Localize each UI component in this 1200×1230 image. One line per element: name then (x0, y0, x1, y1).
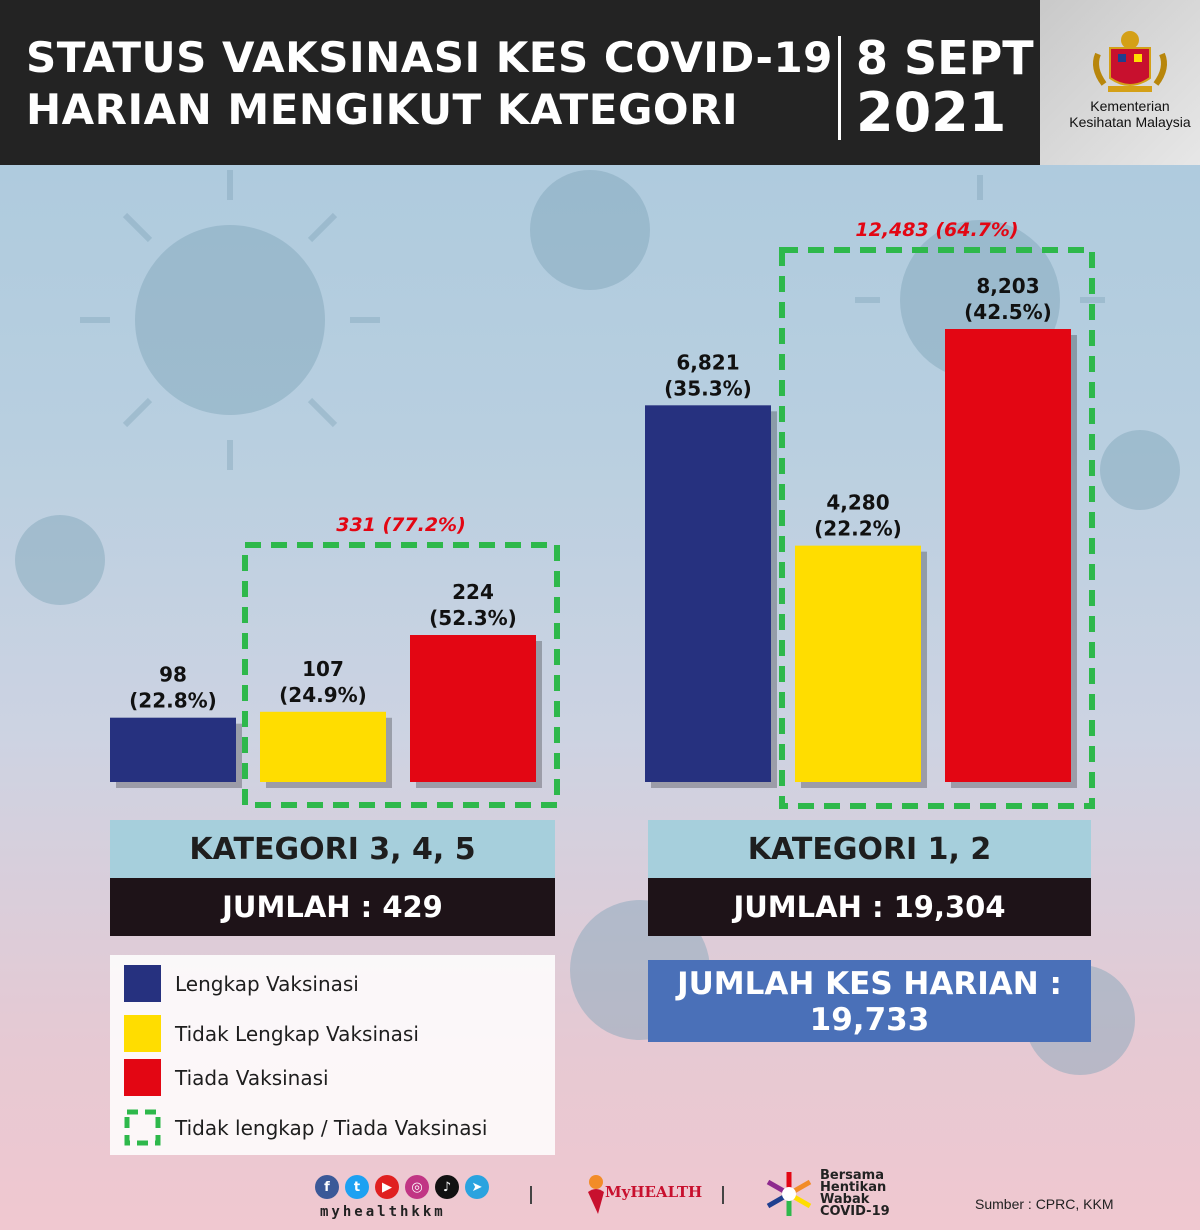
group-dashed-box (779, 247, 1095, 809)
bar-value-label: 98 (159, 663, 187, 687)
total-12: JUMLAH : 19,304 (648, 878, 1091, 936)
legend-swatch (124, 1059, 161, 1096)
instagram-icon[interactable]: ◎ (405, 1175, 429, 1199)
bar-2 (795, 545, 921, 782)
total-345: JUMLAH : 429 (110, 878, 555, 936)
bar-value-label: 107 (302, 657, 344, 681)
legend-item-dashed-group: Tidak lengkap / Tiada Vaksinasi (124, 1109, 488, 1146)
social-handle: myhealthkkm (320, 1204, 446, 1220)
bar-value-label: 224 (452, 580, 494, 604)
daily-total-box: JUMLAH KES HARIAN : 19,733 (648, 960, 1091, 1042)
bar-2 (260, 711, 386, 782)
bar-percent-label: (22.8%) (129, 689, 217, 713)
footer-separator (530, 1186, 532, 1204)
footer-separator (722, 1186, 724, 1204)
title-line-1: STATUS VAKSINASI KES COVID-19 (26, 33, 833, 82)
group-total-label: 331 (77.2%) (336, 514, 466, 536)
legend-swatch (124, 1015, 161, 1052)
bersama-logo-icon (766, 1172, 812, 1216)
bar-3 (945, 329, 1071, 782)
title-line-2: HARIAN MENGIKUT KATEGORI (26, 85, 739, 134)
bar-percent-label: (42.5%) (964, 300, 1052, 324)
legend-item-tidak-lengkap: Tidak Lengkap Vaksinasi (124, 1015, 419, 1052)
legend-swatch (124, 965, 161, 1002)
myhealth-logo-icon (588, 1175, 604, 1214)
bar-percent-label: (52.3%) (429, 606, 517, 630)
bar-1 (645, 405, 771, 782)
footer: f t ▶ ◎ ♪ ➤ myhealthkkm MyHEALTH Bersama… (0, 1160, 1200, 1230)
header-banner (0, 0, 1065, 165)
bar-percent-label: (24.9%) (279, 683, 367, 707)
bersama-tagline: Bersama Hentikan Wabak COVID-19 (820, 1168, 890, 1219)
youtube-icon[interactable]: ▶ (375, 1175, 399, 1199)
dashed-box-icon (124, 1109, 161, 1146)
legend: Lengkap Vaksinasi Tidak Lengkap Vaksinas… (110, 955, 555, 1155)
group-dashed-box (242, 542, 560, 808)
bar-value-label: 4,280 (826, 491, 889, 515)
ministry-name: Kementerian Kesihatan Malaysia (1069, 98, 1191, 130)
legend-label: Lengkap Vaksinasi (175, 971, 359, 996)
bar-value-label: 6,821 (676, 350, 739, 374)
facebook-icon[interactable]: f (315, 1175, 339, 1199)
page-title: STATUS VAKSINASI KES COVID-19 HARIAN MEN… (26, 32, 833, 136)
date-label: 8 SEPT 2021 (856, 32, 1034, 142)
bersama-line: Hentikan (820, 1180, 887, 1195)
bersama-line: Bersama (820, 1168, 884, 1183)
category-title-345: KATEGORI 3, 4, 5 (110, 820, 555, 878)
tiktok-icon[interactable]: ♪ (435, 1175, 459, 1199)
bar-1 (110, 717, 236, 782)
legend-item-tiada: Tiada Vaksinasi (124, 1059, 329, 1096)
category-title-12: KATEGORI 1, 2 (648, 820, 1091, 878)
legend-label: Tidak Lengkap Vaksinasi (175, 1021, 419, 1046)
bersama-line: Wabak (820, 1192, 870, 1207)
bar-percent-label: (22.2%) (814, 517, 902, 541)
bar-value-label: 8,203 (976, 274, 1039, 298)
header-divider (838, 36, 841, 140)
legend-label: Tidak lengkap / Tiada Vaksinasi (175, 1115, 488, 1140)
myhealth-logo-text: MyHEALTH (605, 1183, 703, 1201)
legend-item-lengkap: Lengkap Vaksinasi (124, 965, 359, 1002)
daily-total-value: 19,733 (809, 1002, 930, 1038)
social-icons: f t ▶ ◎ ♪ ➤ (315, 1175, 489, 1199)
bar-percent-label: (35.3%) (664, 376, 752, 400)
twitter-icon[interactable]: t (345, 1175, 369, 1199)
group-total-label: 12,483 (64.7%) (855, 219, 1018, 241)
date-year: 2021 (856, 81, 1007, 144)
source-note: Sumber : CPRC, KKM (975, 1196, 1114, 1212)
daily-total-label: JUMLAH KES HARIAN : (677, 966, 1062, 1002)
bersama-line: COVID-19 (820, 1204, 890, 1219)
telegram-icon[interactable]: ➤ (465, 1175, 489, 1199)
date-day-month: 8 SEPT (856, 31, 1034, 85)
bar-3 (410, 635, 536, 782)
coat-of-arms-icon (1093, 31, 1167, 92)
legend-label: Tiada Vaksinasi (175, 1065, 329, 1090)
